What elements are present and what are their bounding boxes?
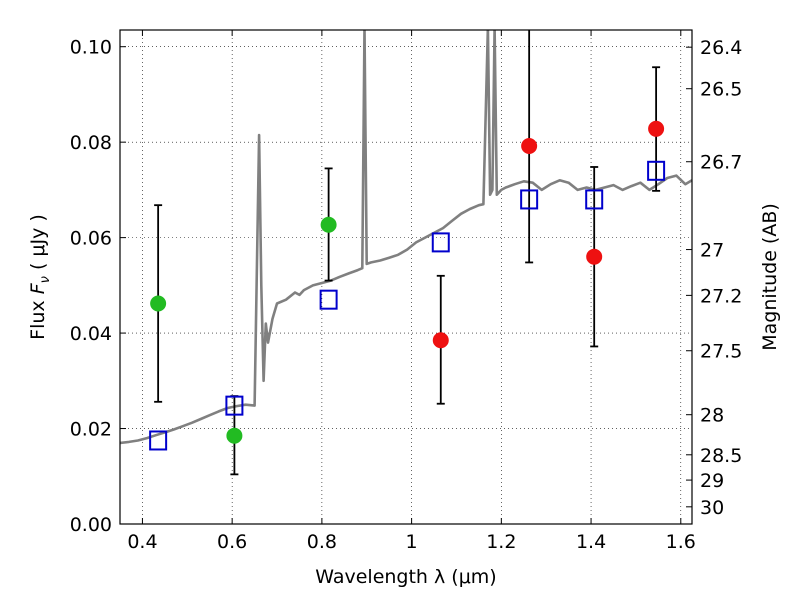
y-tick-label: 0.10	[70, 37, 112, 59]
model-photometry-square	[225, 395, 244, 416]
y-tick-label: 0.04	[70, 323, 112, 345]
x-tick-label: 1.2	[486, 531, 516, 553]
model-photometry-square	[585, 189, 604, 210]
y2-tick-label: 26.5	[700, 79, 742, 101]
x-tick-label: 0.6	[217, 531, 247, 553]
model-photometry-square	[647, 160, 666, 181]
y-axis-title-suffix: ( μJy )	[27, 214, 49, 276]
y2-tick-label: 27.2	[700, 285, 742, 307]
series-layer	[120, 30, 692, 476]
y-axis-title-variable: F	[27, 282, 49, 294]
y-axis-title-prefix: Flux	[27, 294, 49, 340]
y-axis-title-subscript: ν	[38, 276, 53, 283]
x-tick-label: 0.8	[307, 531, 337, 553]
observed-flux-point	[586, 248, 603, 265]
y-tick-label: 0.00	[70, 514, 112, 536]
y2-tick-label: 28.5	[700, 445, 742, 467]
model-photometry-square	[319, 289, 338, 310]
plot-area	[120, 30, 692, 476]
observed-flux-point	[648, 120, 665, 137]
observed-flux-point	[150, 295, 167, 312]
observed-flux-point	[320, 216, 337, 233]
grid-lines	[120, 30, 692, 525]
y-tick-label: 0.02	[70, 419, 112, 441]
model-photometry-square	[149, 430, 168, 451]
model-photometry-square	[431, 232, 450, 253]
x-tick-label: 1	[406, 531, 418, 553]
plot-frame	[119, 29, 693, 525]
y2-tick-label: 29	[700, 470, 724, 492]
y2-tick-label: 27.5	[700, 341, 742, 363]
x-tick-label: 0.4	[127, 531, 157, 553]
axis-ticks: 0.4 0.6 0.8 1 1.2 1.4 1.6 0.00 0.02 0.04 0.06 0.08 0…	[70, 30, 742, 553]
observed-flux-point	[432, 332, 449, 349]
y2-tick-label: 27	[700, 240, 724, 262]
observed-flux-point	[521, 137, 538, 154]
model-photometry-square	[520, 189, 539, 210]
y2-tick-label: 30	[700, 497, 724, 519]
x-tick-label: 1.4	[576, 531, 606, 553]
x-tick-label: 1.6	[666, 531, 696, 553]
y2-tick-label: 26.4	[700, 37, 742, 59]
y2-axis-title: Magnitude (AB)	[759, 203, 781, 351]
y-axis-title: Flux Fν ( μJy )	[27, 214, 53, 340]
y2-tick-label: 26.7	[700, 152, 742, 174]
observed-flux-point	[226, 427, 243, 444]
x-axis-title: Wavelength λ (μm)	[315, 566, 496, 588]
y-tick-label: 0.08	[70, 132, 112, 154]
spectrum-line	[120, 30, 692, 445]
y2-tick-label: 28	[700, 405, 724, 427]
y-tick-label: 0.06	[70, 228, 112, 250]
